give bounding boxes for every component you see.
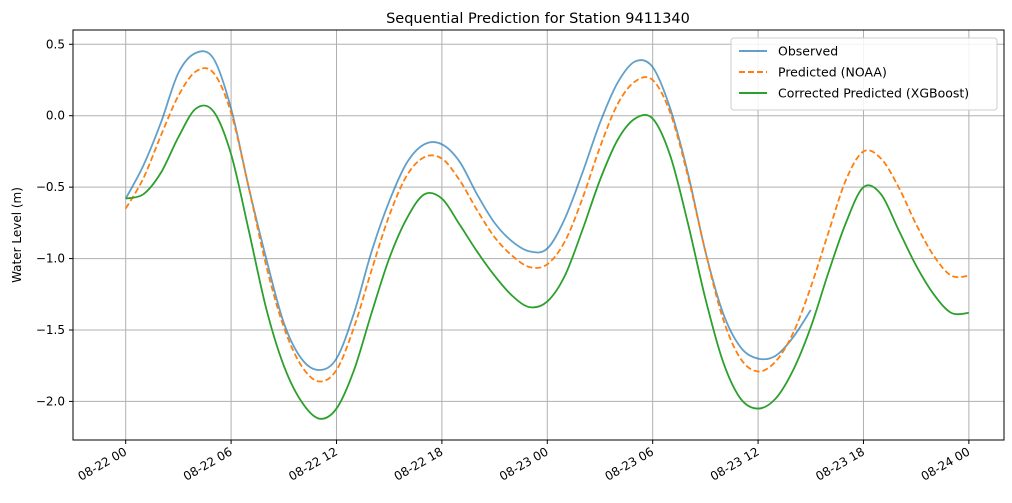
x-tick-label: 08-23 06 bbox=[602, 444, 656, 483]
legend-frame bbox=[730, 37, 998, 111]
chart-title: Sequential Prediction for Station 941134… bbox=[386, 11, 690, 27]
x-tick-label: 08-22 00 bbox=[75, 444, 129, 483]
series-lines bbox=[124, 50, 969, 420]
legend-label-predicted-noaa: Predicted (NOAA) bbox=[778, 65, 887, 80]
series-line-corrected-xgboost bbox=[125, 104, 969, 420]
x-tick-label: 08-23 18 bbox=[813, 444, 867, 483]
x-tick-label: 08-22 12 bbox=[286, 444, 340, 483]
x-tick-label: 08-22 06 bbox=[181, 444, 235, 483]
legend-label-observed: Observed bbox=[778, 44, 838, 59]
y-tick-label: 0.5 bbox=[46, 37, 65, 51]
y-axis-label: Water Level (m) bbox=[10, 187, 24, 283]
y-tick-label: −2.0 bbox=[36, 394, 65, 408]
x-tick-label: 08-24 00 bbox=[919, 444, 973, 483]
y-tick-label: 0.0 bbox=[46, 109, 65, 123]
series-line-predicted-noaa bbox=[124, 67, 969, 383]
legend: Observed Predicted (NOAA) Corrected Pred… bbox=[730, 37, 998, 111]
x-tick-label: 08-23 12 bbox=[708, 444, 762, 483]
legend-label-corrected-xgboost: Corrected Predicted (XGBoost) bbox=[778, 86, 969, 101]
y-tick-label: −1.5 bbox=[36, 323, 65, 337]
x-tick-label: 08-23 00 bbox=[497, 444, 551, 483]
series-line-observed bbox=[124, 50, 812, 371]
x-tick-label: 08-22 18 bbox=[392, 444, 446, 483]
y-tick-label: −0.5 bbox=[36, 180, 65, 194]
y-tick-label: −1.0 bbox=[36, 252, 65, 266]
plot-area-frame bbox=[72, 29, 1005, 441]
